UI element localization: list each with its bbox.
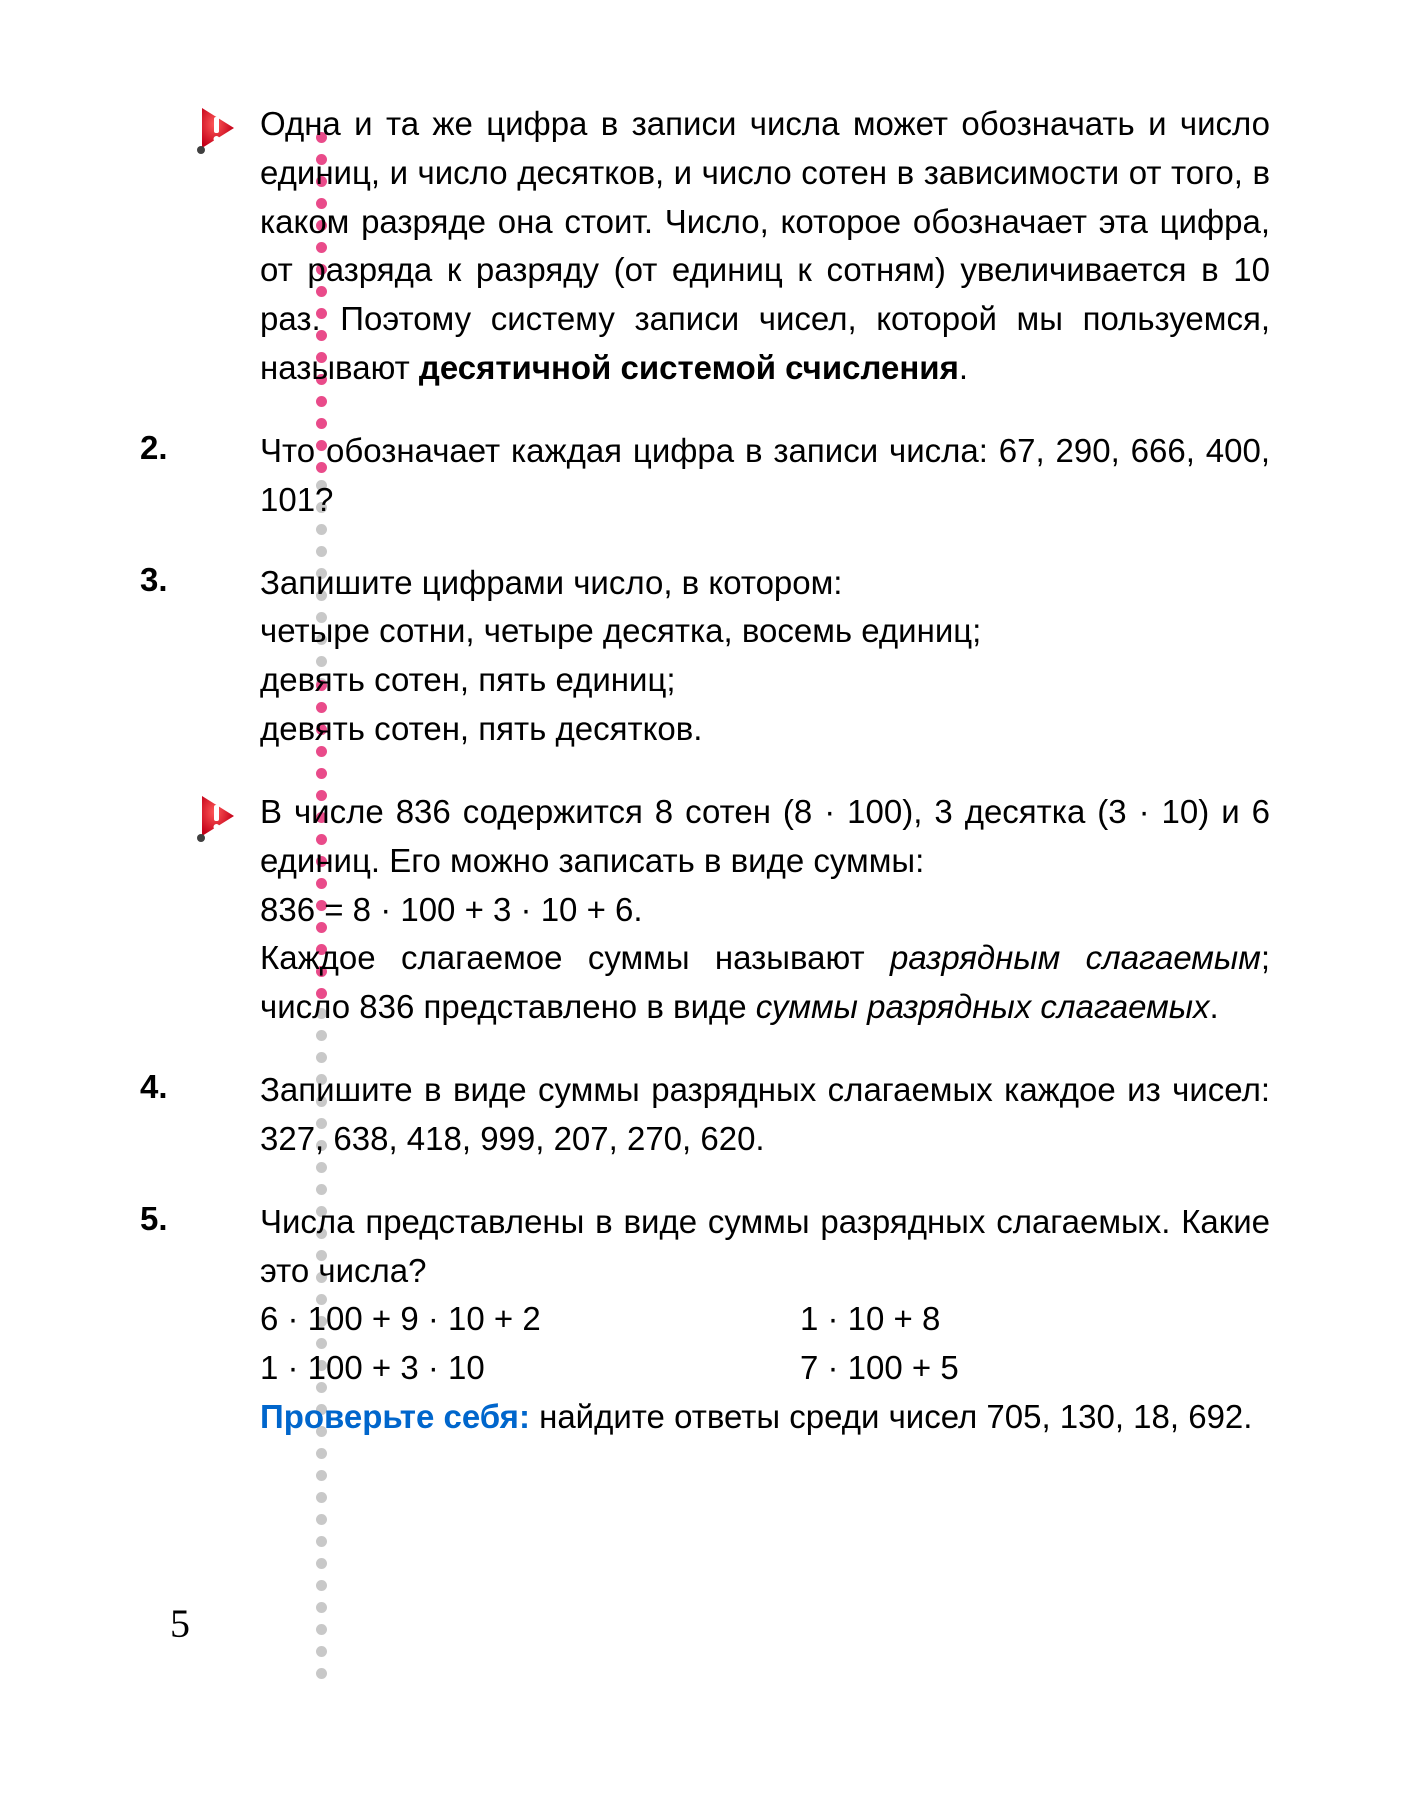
text-line: Запишите в виде суммы разрядных слагаемы… — [260, 1066, 1270, 1164]
task-number: 2. — [140, 427, 210, 467]
task-number: 3. — [140, 559, 210, 599]
equation-row: 1 · 100 + 3 · 10 7 · 100 + 5 — [260, 1344, 1270, 1393]
text-line: Запишите цифрами число, в котором: — [260, 559, 1270, 608]
text-line: В числе 836 содержится 8 сотен (8 · 100)… — [260, 793, 1270, 879]
page-content: Одна и та же цифра в записи числа может … — [140, 100, 1270, 1476]
page-number: 5 — [170, 1600, 190, 1647]
task-text: Что обозначает каждая цифра в записи чис… — [260, 427, 1270, 525]
text-line: Каждое слагаемое суммы называют — [260, 939, 890, 976]
task-block-2: 2. Что обозначает каждая цифра в записи … — [140, 427, 1270, 525]
task-block-5: 5. Числа представлены в виде суммы разря… — [140, 1198, 1270, 1442]
equation-right: 7 · 100 + 5 — [800, 1344, 1270, 1393]
equation-right: 1 · 10 + 8 — [800, 1295, 1270, 1344]
task-text: Запишите цифрами число, в котором: четыр… — [260, 559, 1270, 754]
equation-row: 6 · 100 + 9 · 10 + 2 1 · 10 + 8 — [260, 1295, 1270, 1344]
text-line: четыре сотни, четыре десятка, восемь еди… — [260, 607, 1270, 656]
task-block-3: 3. Запишите цифрами число, в котором: че… — [140, 559, 1270, 754]
text-line: . — [959, 349, 968, 386]
text-line: Одна и та же цифра в записи числа может … — [260, 105, 1270, 386]
term-italic: суммы разрядных слагаемых — [756, 988, 1210, 1025]
info-block-1: Одна и та же цифра в записи числа может … — [140, 100, 1270, 393]
task-text: Запишите в виде суммы разрядных слагаемы… — [260, 1066, 1270, 1164]
info-block-2: В числе 836 содержится 8 сотен (8 · 100)… — [140, 788, 1270, 1032]
equation-left: 6 · 100 + 9 · 10 + 2 — [260, 1295, 800, 1344]
check-yourself-label: Проверьте себя: — [260, 1398, 530, 1435]
term-italic: разрядным слагаемым — [890, 939, 1261, 976]
equation-left: 1 · 100 + 3 · 10 — [260, 1344, 800, 1393]
task-text: Числа представлены в виде суммы разрядны… — [260, 1198, 1270, 1442]
exclamation-marker-icon — [182, 100, 238, 156]
text-line: Что обозначает каждая цифра в записи чис… — [260, 427, 1270, 525]
text-line: девять сотен, пять единиц; — [260, 656, 1270, 705]
task-number: 5. — [140, 1198, 210, 1238]
equation-line: 836 = 8 · 100 + 3 · 10 + 6. — [260, 886, 1270, 935]
exclamation-marker-icon — [182, 788, 238, 844]
text-line: девять сотен, пять десятков. — [260, 705, 1270, 754]
check-yourself-text: найдите ответы среди чисел 705, 130, 18,… — [530, 1398, 1253, 1435]
info-text: В числе 836 содержится 8 сотен (8 · 100)… — [260, 788, 1270, 1032]
task-number: 4. — [140, 1066, 210, 1106]
term-bold: десятичной системой счисления — [419, 349, 959, 386]
task-block-4: 4. Запишите в виде суммы разрядных слага… — [140, 1066, 1270, 1164]
text-line: . — [1210, 988, 1219, 1025]
info-text: Одна и та же цифра в записи числа может … — [260, 100, 1270, 393]
text-line: Числа представлены в виде суммы разрядны… — [260, 1198, 1270, 1296]
